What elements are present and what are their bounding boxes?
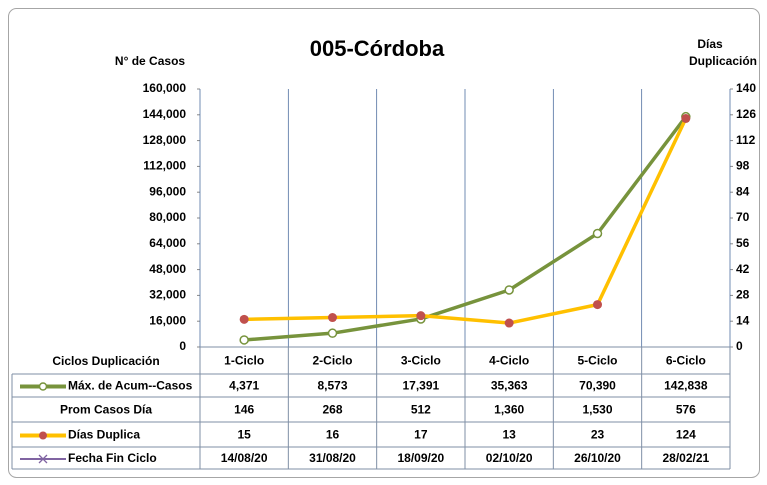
y2-tick-label: 84	[736, 184, 750, 198]
x-tick-label: 3-Ciclo	[401, 354, 441, 368]
y-tick-label: 96,000	[149, 184, 186, 198]
table-header: Ciclos Duplicación	[52, 354, 159, 368]
y-tick-label: 128,000	[143, 133, 187, 147]
table-value: 70,390	[579, 379, 616, 393]
y2-axis-label: Duplicación	[689, 54, 757, 68]
point	[681, 113, 691, 123]
table-value: 02/10/20	[486, 451, 533, 465]
table-value: 16	[326, 428, 340, 442]
series-line	[244, 115, 688, 342]
point	[504, 318, 514, 328]
table-value: 31/08/20	[309, 451, 356, 465]
table-value: 13	[502, 428, 516, 442]
y-tick-label: 160,000	[143, 81, 187, 95]
table-value: 28/02/21	[662, 451, 709, 465]
x-tick-label: 6-Ciclo	[666, 354, 706, 368]
table-value: 15	[237, 428, 251, 442]
table-value: 17	[414, 428, 428, 442]
y2-tick-label: 126	[736, 107, 756, 121]
table-value: 146	[234, 403, 254, 417]
legend-label: Días Duplica	[68, 428, 140, 442]
point	[327, 328, 338, 338]
y-tick-label: 16,000	[149, 313, 186, 327]
legend-key-marker	[38, 454, 48, 464]
legend-key-marker	[39, 431, 47, 440]
x-tick-label: 5-Ciclo	[577, 354, 617, 368]
y2-tick-label: 0	[736, 339, 743, 353]
point	[593, 300, 602, 310]
table-value: 1,530	[582, 403, 612, 417]
table-value: 4,371	[229, 379, 259, 393]
y-axis-label: N° de Casos	[115, 54, 185, 68]
table-value: 26/10/20	[574, 451, 621, 465]
table-value: 124	[676, 428, 696, 442]
point	[328, 313, 337, 323]
chart-border	[8, 8, 760, 478]
table-value: 268	[322, 403, 342, 417]
y2-tick-label: 70	[736, 210, 750, 224]
table-value: 1,360	[494, 403, 524, 417]
y-tick-label: 112,000	[143, 159, 186, 173]
point	[592, 228, 603, 239]
chart-title: 005-Córdoba	[310, 36, 445, 61]
y2-tick-label: 56	[736, 236, 750, 250]
table-value: 512	[411, 403, 431, 417]
y2-tick-label: 140	[736, 81, 756, 95]
y-tick-label: 0	[179, 339, 186, 353]
legend-label: Fecha Fin Ciclo	[68, 451, 157, 465]
y2-tick-label: 42	[736, 262, 750, 276]
series-line	[244, 117, 688, 325]
point	[239, 335, 249, 345]
legend-key-marker	[38, 382, 48, 391]
table-value: 8,573	[317, 379, 347, 393]
y-tick-label: 80,000	[149, 210, 186, 224]
y-tick-label: 64,000	[149, 236, 186, 250]
y2-tick-label: 28	[736, 288, 750, 302]
table-value: 23	[591, 428, 605, 442]
table-value: 14/08/20	[221, 451, 268, 465]
x-tick-label: 4-Ciclo	[489, 354, 529, 368]
table-value: 142,838	[664, 379, 708, 393]
y2-tick-label: 112	[736, 133, 756, 147]
legend-label: Máx. de Acum--Casos	[68, 379, 193, 393]
y2-tick-label: 98	[736, 159, 750, 173]
x-tick-label: 1-Ciclo	[224, 354, 264, 368]
table-value: 35,363	[491, 379, 528, 393]
y-tick-label: 48,000	[149, 262, 186, 276]
point	[416, 311, 426, 321]
table-value: 576	[676, 403, 696, 417]
y-tick-label: 144,000	[143, 107, 187, 121]
table-value: 18/09/20	[397, 451, 444, 465]
table-value: 17,391	[402, 379, 439, 393]
point	[504, 285, 514, 295]
legend-label: Prom Casos Día	[60, 403, 152, 417]
y-tick-label: 32,000	[149, 288, 186, 302]
y2-axis-label: Días	[697, 37, 723, 51]
x-tick-label: 2-Ciclo	[312, 354, 352, 368]
y2-tick-label: 14	[736, 313, 750, 327]
point	[239, 314, 249, 324]
